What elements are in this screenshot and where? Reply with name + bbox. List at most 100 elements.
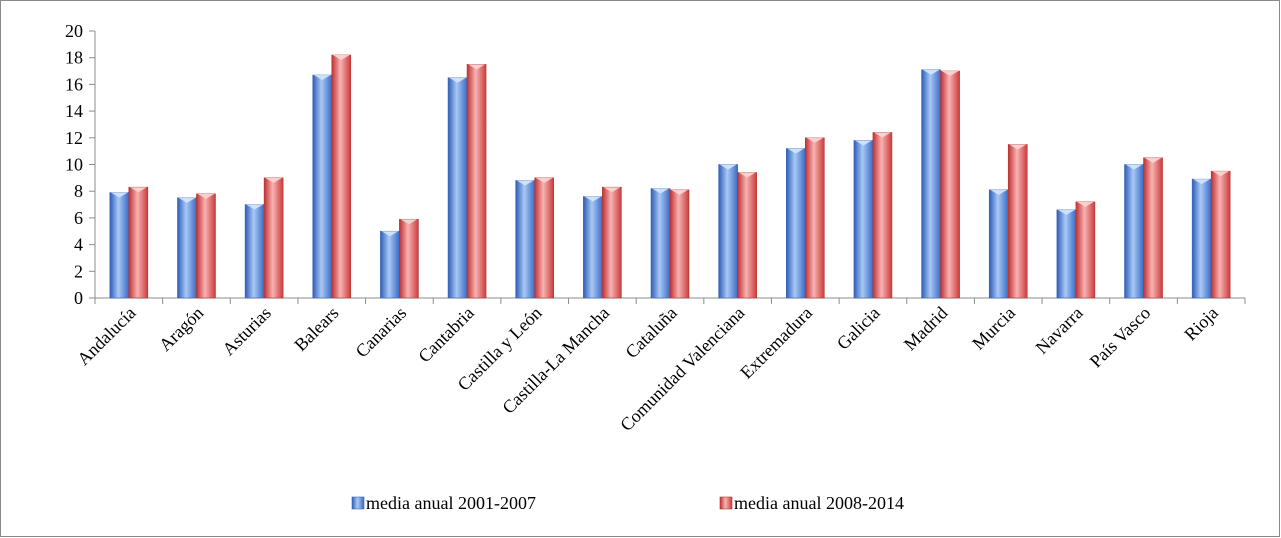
bar-series-2 — [602, 186, 622, 299]
bar-series-1 — [583, 196, 603, 299]
y-tick-label: 12 — [65, 128, 83, 148]
bar-series-2 — [196, 193, 216, 299]
bar-series-2 — [1143, 157, 1163, 299]
x-tick-label: Balears — [290, 303, 342, 355]
bar-cap — [246, 204, 264, 210]
y-tick-label: 16 — [65, 74, 83, 94]
x-tick-label: Navarra — [1032, 303, 1087, 358]
x-tick-label: Cantabria — [414, 303, 478, 367]
bar-cap — [738, 172, 756, 178]
bar-series-1 — [650, 188, 671, 299]
x-tick-label: Murcia — [968, 303, 1019, 354]
x-tick-label: Extremadura — [736, 303, 816, 383]
bar-cap — [535, 177, 553, 183]
axes: 0 2 4 6 8 10 12 14 16 18 20 — [65, 21, 1246, 308]
y-tick-label: 14 — [65, 101, 83, 121]
legend-label: media anual 2008-2014 — [734, 493, 904, 513]
x-tick-label: País Vasco — [1086, 303, 1155, 372]
bar-cap — [1144, 157, 1162, 163]
bar-cap — [516, 180, 534, 186]
y-tick-label: 18 — [65, 48, 83, 68]
category-labels: Andalucía Aragón Asturias Balears Canarias Ca… — [73, 303, 1222, 435]
bar-cap — [1212, 171, 1230, 177]
x-tick-label: Rioja — [1180, 303, 1222, 345]
bar-series-1 — [921, 69, 941, 299]
x-tick-label: Madrid — [900, 303, 952, 355]
x-tick-label: Canarias — [352, 303, 411, 362]
bar-series-1 — [244, 204, 265, 299]
bar-series-1 — [718, 164, 738, 299]
bar-cap — [129, 187, 147, 193]
y-tick-label: 0 — [74, 288, 83, 308]
y-tick-label: 10 — [65, 155, 83, 175]
bar-series-2 — [399, 218, 419, 299]
bar-series-1 — [1056, 209, 1077, 299]
bar-cap — [1125, 164, 1143, 170]
y-tick-label: 2 — [74, 261, 83, 281]
bar-cap — [873, 132, 891, 138]
bar-cap — [313, 75, 331, 81]
x-tick-label: Andalucía — [73, 303, 139, 369]
bar-series-1 — [988, 189, 1009, 299]
bar-cap — [468, 64, 486, 70]
bar-cap — [178, 197, 196, 203]
x-tick-label: Cataluña — [621, 303, 680, 362]
bar-series-1 — [312, 74, 333, 299]
bar-cap — [332, 55, 350, 61]
y-tick-label: 20 — [65, 21, 83, 41]
bar-cap — [400, 219, 418, 225]
y-tick-label: 6 — [74, 208, 83, 228]
bar-cap — [603, 187, 621, 193]
bar-series-2 — [737, 172, 757, 299]
bar-cap — [449, 77, 467, 83]
bar-series-2 — [940, 70, 960, 299]
bar-series-1 — [515, 180, 536, 299]
bar-series-2 — [804, 137, 825, 299]
bar-series-1 — [1124, 164, 1144, 299]
x-tick-label: Galicia — [833, 303, 884, 354]
bar-cap — [652, 188, 669, 194]
bar-series-2 — [331, 54, 352, 299]
x-tick-label: Aragón — [155, 303, 207, 355]
bar-cap — [941, 71, 959, 77]
bars — [109, 54, 1231, 299]
bar-cap — [1076, 201, 1094, 207]
bar-series-1 — [177, 197, 197, 299]
y-tick-label: 8 — [74, 181, 83, 201]
bar-cap — [922, 69, 940, 75]
bar-series-2 — [128, 186, 149, 299]
bar-cap — [854, 140, 872, 146]
x-tick-label: Comunidad Valenciana — [616, 303, 748, 435]
legend-swatch — [719, 496, 733, 510]
legend-swatch — [351, 496, 365, 510]
bar-series-2 — [1210, 170, 1231, 299]
bar-cap — [110, 192, 128, 198]
bar-cap — [806, 137, 824, 143]
bar-cap — [584, 196, 602, 202]
bar-series-2 — [1075, 201, 1096, 299]
bar-series-2 — [534, 177, 555, 299]
bar-cap — [719, 164, 737, 170]
bar-cap — [381, 231, 399, 237]
bar-series-1 — [1191, 178, 1212, 299]
bar-cap — [197, 193, 215, 199]
bar-series-2 — [872, 132, 893, 299]
bar-series-1 — [447, 77, 468, 299]
bar-series-2 — [1007, 144, 1028, 299]
bar-series-2 — [669, 189, 690, 299]
bar-series-1 — [785, 148, 806, 299]
bar-series-2 — [263, 177, 284, 299]
x-tick-label: Asturias — [218, 303, 275, 360]
bar-series-1 — [380, 230, 400, 299]
bar-series-1 — [109, 192, 130, 299]
bar-series-2 — [466, 64, 487, 299]
legend-label: media anual 2001-2007 — [366, 493, 536, 513]
bar-cap — [990, 189, 1008, 195]
legend: media anual 2001-2007 media anual 2008-20… — [351, 493, 904, 513]
bar-cap — [671, 189, 688, 195]
bar-cap — [787, 148, 805, 154]
bar-cap — [1009, 144, 1027, 150]
bar-cap — [1193, 179, 1211, 185]
bar-cap — [1057, 209, 1075, 215]
